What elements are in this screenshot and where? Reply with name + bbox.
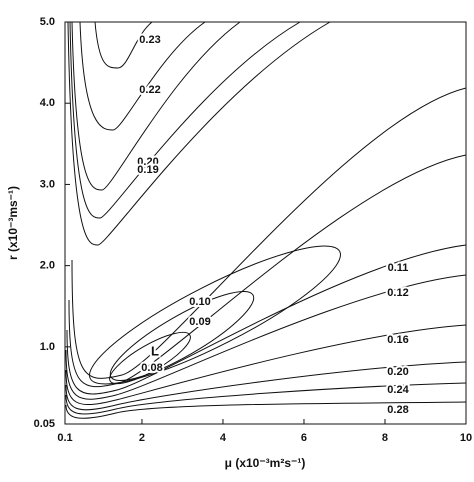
x-tick-label: 8 (382, 432, 388, 444)
contour-label: 0.11 (388, 262, 409, 274)
y-tick-label: 5.0 (40, 16, 55, 28)
plot-frame (64, 21, 467, 425)
minimum-label: L (151, 343, 159, 358)
contour-line (71, 21, 241, 191)
contour-line (65, 382, 467, 415)
contour-label: 0.08 (141, 362, 162, 374)
contour-label: 0.09 (189, 316, 210, 328)
y-axis-label: r (x10⁻³ms⁻¹) (6, 186, 20, 260)
contour-line (71, 87, 467, 379)
contour-label: 0.20 (387, 366, 408, 378)
contour-line (109, 331, 191, 385)
contour-line (79, 21, 206, 131)
contour-label: 0.24 (387, 384, 409, 396)
contour-label: 0.20 (137, 156, 158, 168)
contour-line (109, 291, 255, 381)
y-tick-label: 0.05 (34, 418, 55, 430)
contour-label: 0.23 (139, 34, 160, 46)
contour-line (68, 154, 467, 388)
contour-label: 0.28 (387, 404, 408, 416)
contour-line (65, 274, 467, 400)
contour-label: 0.12 (387, 287, 408, 299)
contour-label: 0.10 (189, 296, 210, 308)
contour-line (89, 245, 341, 385)
x-tick-label: 10 (460, 432, 472, 444)
contour-line (65, 361, 467, 411)
y-tick-label: 1.0 (40, 341, 55, 353)
contour-line (66, 244, 467, 395)
contour-line (94, 21, 153, 69)
x-tick-label: 2 (139, 432, 145, 444)
contour-line (67, 21, 331, 246)
x-tick-label: 6 (301, 432, 307, 444)
contour-line (65, 324, 467, 406)
x-tick-label: 0.1 (57, 432, 72, 444)
contour-label: 0.19 (137, 164, 158, 176)
y-tick-label: 3.0 (40, 178, 55, 190)
x-axis-label: μ (x10⁻³m²s⁻¹) (225, 456, 306, 470)
contour-line (65, 401, 467, 419)
contour-label: 0.22 (139, 84, 160, 96)
y-tick-label: 4.0 (40, 97, 55, 109)
contour-line (69, 21, 301, 219)
x-tick-label: 4 (220, 432, 227, 444)
y-tick-label: 2.0 (40, 260, 55, 272)
contour-label: 0.16 (387, 334, 408, 346)
